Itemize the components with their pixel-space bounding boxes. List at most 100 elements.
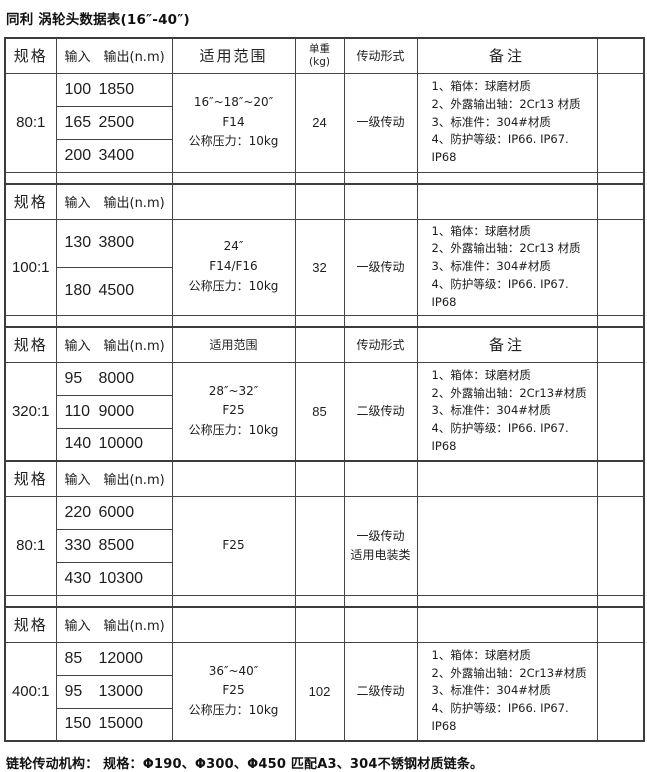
output-value: 8500 bbox=[98, 536, 135, 554]
drive-cell: 一级传动 bbox=[343, 72, 418, 173]
note-line: 3、标准件：304#材质 bbox=[431, 114, 551, 129]
col-header-spec: 规格 bbox=[4, 37, 57, 74]
range-cell: 24″ F14/F16 公称压力：10kg bbox=[171, 218, 296, 316]
spacer-row bbox=[4, 314, 645, 328]
note-line: 2、外露输出轴：2Cr13 材质 bbox=[431, 96, 581, 111]
turbine-data-table: 规格 输入 输出(n.m) 适用范围 单重 (kg) 传动形式 备注 80:1 … bbox=[4, 37, 645, 743]
col-header-range: 适用范围 bbox=[171, 326, 296, 363]
drive-line: 一级传动 bbox=[356, 115, 405, 130]
spec-cell: 80:1 bbox=[4, 72, 57, 173]
note-line: 2、外露输出轴：2Cr13#材质 bbox=[431, 385, 587, 400]
output-value: 3400 bbox=[98, 146, 135, 164]
note-line: 1、箱体：球磨材质 bbox=[431, 367, 531, 382]
note-line: 2、外露输出轴：2Cr13 材质 bbox=[431, 241, 581, 256]
drive-cell: 二级传动 bbox=[343, 641, 418, 742]
header-row-2: 规格 输入 输出(n.m) bbox=[4, 183, 645, 220]
range-line: F25 bbox=[222, 403, 245, 418]
input-value: 100 bbox=[64, 80, 92, 98]
range-cell: 28″~32″ F25 公称压力：10kg bbox=[171, 361, 296, 462]
table-row: 150 15000 bbox=[5, 707, 644, 742]
col-header-io: 输入 输出(n.m) bbox=[55, 326, 173, 363]
drive-cell: 二级传动 bbox=[343, 361, 418, 462]
weight-cell: 102 bbox=[294, 641, 345, 742]
output-value: 8000 bbox=[98, 369, 135, 387]
input-value: 95 bbox=[64, 682, 83, 700]
extra-cell bbox=[596, 495, 645, 596]
drive-line: 二级传动 bbox=[356, 684, 405, 699]
output-value: 3800 bbox=[98, 234, 135, 252]
note-line: 3、标准件：304#材质 bbox=[431, 683, 551, 698]
table-row: 430 10300 bbox=[5, 561, 644, 596]
col-header-io: 输入 输出(n.m) bbox=[55, 606, 173, 643]
io-cell: 95 13000 bbox=[55, 674, 173, 709]
range-cell: 16″~18″~20″ F14 公称压力：10kg bbox=[171, 72, 296, 173]
range-line: 16″~18″~20″ bbox=[193, 94, 274, 109]
input-value: 150 bbox=[64, 715, 92, 733]
note-line: 2、外露输出轴：2Cr13#材质 bbox=[431, 665, 587, 680]
range-line: 公称压力：10kg bbox=[188, 278, 279, 293]
input-value: 180 bbox=[64, 282, 92, 300]
range-line: F14/F16 bbox=[209, 259, 258, 274]
io-cell: 110 9000 bbox=[55, 394, 173, 429]
table-row: 80:1 100 1850 16″~18″~20″ F14 公称压力：10kg 2… bbox=[4, 72, 645, 173]
col-header-notes: 备注 bbox=[416, 326, 598, 363]
table-row: 95 13000 bbox=[5, 674, 644, 709]
output-value: 2500 bbox=[98, 113, 135, 131]
header-row-3: 规格 输入 输出(n.m) 适用范围 传动形式 备注 bbox=[4, 326, 645, 363]
note-line: 4、防护等级：IP66. IP67. IP68 bbox=[431, 276, 569, 309]
io-cell: 200 3400 bbox=[55, 138, 173, 173]
range-line: 公称压力：10kg bbox=[188, 703, 279, 718]
table-row: 330 8500 bbox=[5, 528, 644, 563]
output-value: 12000 bbox=[98, 649, 144, 667]
input-value: 95 bbox=[64, 369, 83, 387]
extra-cell bbox=[596, 361, 645, 462]
extra-cell bbox=[596, 641, 645, 742]
notes-cell: 1、箱体：球磨材质 2、外露输出轴：2Cr13 材质 3、标准件：304#材质 … bbox=[416, 72, 598, 173]
range-line: F14 bbox=[222, 114, 245, 129]
col-header-spec: 规格 bbox=[4, 183, 57, 220]
col-header-io: 输入 输出(n.m) bbox=[55, 460, 173, 497]
range-line: 24″ bbox=[223, 239, 244, 254]
spec-cell: 400:1 bbox=[4, 641, 57, 742]
range-cell: 36″~40″ F25 公称压力：10kg bbox=[171, 641, 296, 742]
output-value: 15000 bbox=[98, 715, 144, 733]
io-cell: 180 4500 bbox=[55, 266, 173, 316]
spec-cell: 80:1 bbox=[4, 495, 57, 596]
io-cell: 330 8500 bbox=[55, 528, 173, 563]
page-title: 同利 涡轮头数据表(16″-40″) bbox=[6, 12, 190, 28]
header-row-1: 规格 输入 输出(n.m) 适用范围 单重 (kg) 传动形式 备注 bbox=[4, 37, 645, 74]
table-row: 400:1 85 12000 36″~40″ F25 公称压力：10kg 102 … bbox=[4, 641, 645, 742]
range-line: 36″~40″ bbox=[208, 663, 259, 678]
extra-cell bbox=[596, 218, 645, 316]
input-value: 220 bbox=[64, 503, 92, 521]
range-line: 公称压力：10kg bbox=[188, 423, 279, 438]
weight-cell bbox=[294, 495, 345, 596]
col-header-io: 输入 输出(n.m) bbox=[55, 183, 173, 220]
weight-cell: 32 bbox=[294, 218, 345, 316]
table-row: 80:1 220 6000 F25 一级传动 适用电装类 bbox=[4, 495, 645, 596]
io-cell: 130 3800 bbox=[55, 218, 173, 268]
col-header-spec: 规格 bbox=[4, 606, 57, 643]
col-header-spec: 规格 bbox=[4, 326, 57, 363]
input-value: 110 bbox=[64, 402, 91, 420]
col-header-drive: 传动形式 bbox=[343, 37, 418, 74]
drive-line: 适用电装类 bbox=[350, 547, 411, 562]
output-value: 10000 bbox=[98, 435, 144, 453]
input-value: 330 bbox=[64, 536, 92, 554]
drive-line: 二级传动 bbox=[356, 404, 405, 419]
output-value: 1850 bbox=[98, 80, 135, 98]
note-line: 4、防护等级：IP66. IP67. IP68 bbox=[431, 132, 569, 165]
io-cell: 150 15000 bbox=[55, 707, 173, 742]
output-value: 13000 bbox=[98, 682, 144, 700]
col-header-drive: 传动形式 bbox=[343, 326, 418, 363]
drive-cell: 一级传动 适用电装类 bbox=[343, 495, 418, 596]
table-row: 180 4500 bbox=[5, 266, 644, 316]
table-row: 320:1 95 8000 28″~32″ F25 公称压力：10kg 85 二级… bbox=[4, 361, 645, 462]
io-cell: 85 12000 bbox=[55, 641, 173, 676]
input-value: 130 bbox=[64, 234, 92, 252]
col-header-weight: 单重 (kg) bbox=[294, 37, 345, 74]
io-cell: 100 1850 bbox=[55, 72, 173, 107]
col-header-spec: 规格 bbox=[4, 460, 57, 497]
table-row: 110 9000 bbox=[5, 394, 644, 429]
